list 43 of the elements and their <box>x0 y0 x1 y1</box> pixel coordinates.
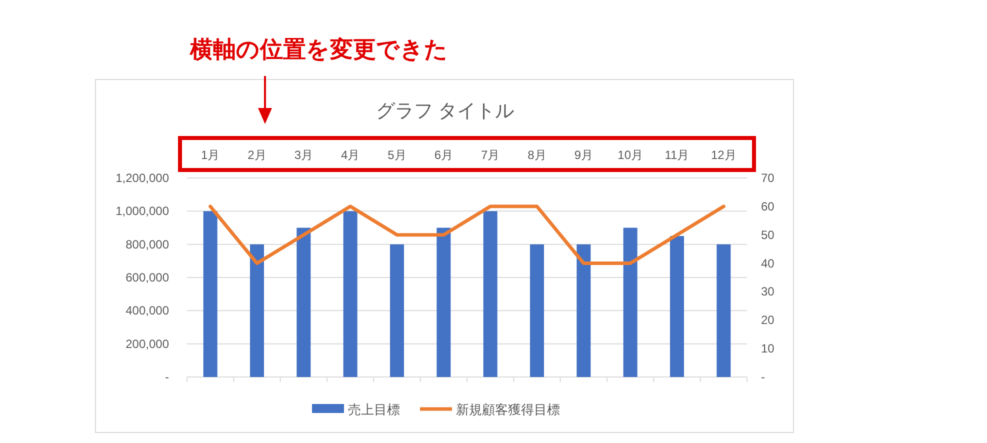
y2-tick-label: 50 <box>761 228 775 242</box>
y-tick-label: 400,000 <box>126 304 170 318</box>
x-tick-label: 3月 <box>294 148 314 162</box>
x-tick-label: 4月 <box>340 148 360 162</box>
bar <box>250 244 264 377</box>
x-tick-label: 10月 <box>618 148 644 162</box>
x-tick-label: 9月 <box>574 148 594 162</box>
y-tick-label: - <box>165 370 169 384</box>
chart-title: グラフ タイトル <box>376 101 514 122</box>
bar <box>296 228 311 377</box>
bar <box>343 211 358 377</box>
y-tick-label: 1,200,000 <box>116 171 170 185</box>
x-tick-label: 2月 <box>248 148 266 162</box>
y2-tick-label: 40 <box>761 256 775 270</box>
y-tick-label: 1,000,000 <box>116 204 170 218</box>
y2-tick-label: 60 <box>761 199 775 214</box>
y-tick-label: 600,000 <box>126 270 170 284</box>
legend-label: 新規顧客獲得目標 <box>456 402 560 417</box>
x-tick-label: 8月 <box>528 148 546 162</box>
bar <box>530 244 544 377</box>
bar <box>436 228 451 377</box>
y2-tick-label: 70 <box>761 171 775 185</box>
y2-tick-label: 10 <box>761 342 775 356</box>
y-tick-label: 800,000 <box>126 237 170 252</box>
x-tick-label: 7月 <box>480 148 500 162</box>
text: 横軸の位置を変更できた <box>189 36 448 62</box>
bar <box>716 244 731 377</box>
legend-label: 売上目標 <box>348 402 400 417</box>
bar <box>483 211 498 377</box>
bar <box>203 211 218 377</box>
x-tick-label: 6月 <box>434 148 454 162</box>
bar <box>576 244 591 377</box>
x-tick-label: 12月 <box>710 148 736 162</box>
bar <box>390 244 404 377</box>
bar <box>623 228 638 377</box>
y2-tick-label: - <box>761 370 765 384</box>
x-tick-label: 5月 <box>388 148 406 162</box>
bar <box>670 236 684 377</box>
y2-tick-label: 30 <box>761 284 775 299</box>
y-tick-label: 200,000 <box>126 336 170 351</box>
y2-tick-label: 20 <box>761 313 775 328</box>
x-tick-label: 1月 <box>200 148 220 162</box>
x-tick-label: 11月 <box>664 148 690 162</box>
